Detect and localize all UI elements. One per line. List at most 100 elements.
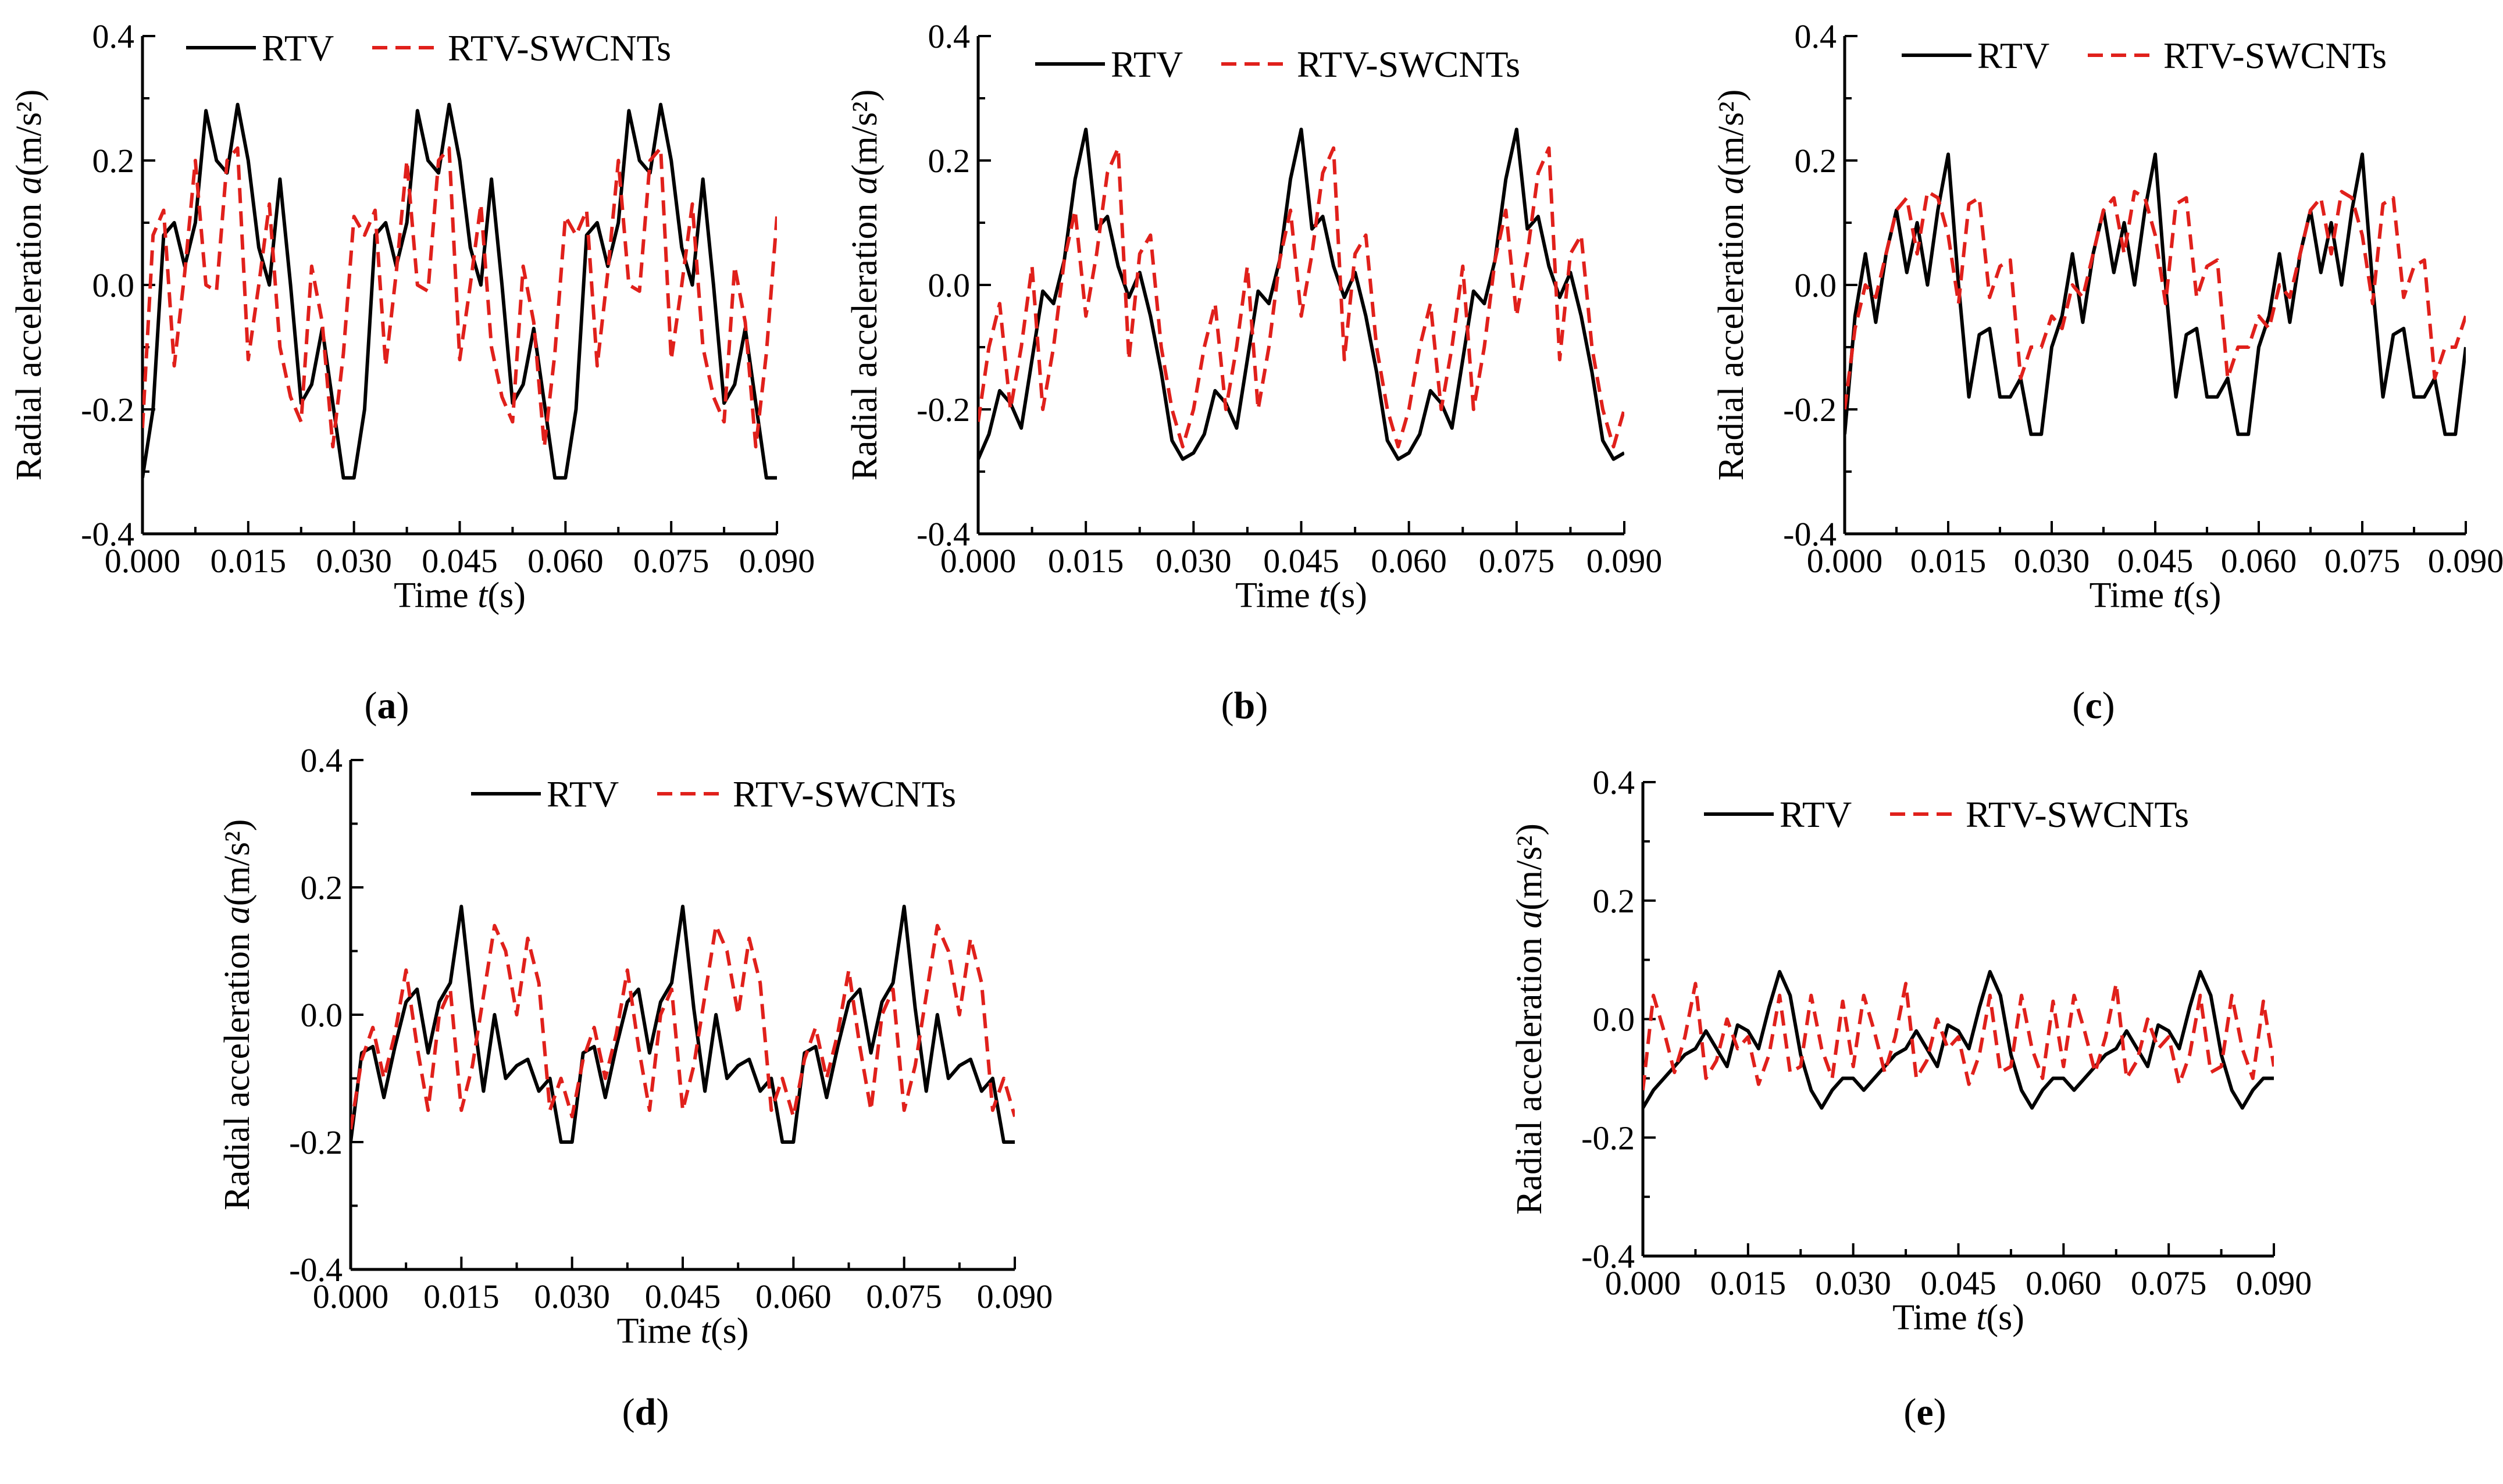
- legend-label-rtv-swcnts: RTV-SWCNTs: [1966, 794, 2189, 835]
- x-tick-label: 0.015: [1910, 542, 1987, 580]
- y-tick-label: 0.2: [301, 869, 343, 907]
- y-tick-label: -0.4: [1783, 515, 1837, 553]
- x-tick-label: 0.075: [633, 542, 709, 580]
- panel-label: (b): [1221, 684, 1268, 727]
- x-tick-label: 0.045: [645, 1278, 721, 1315]
- series-line-rtv-swcnts: [1845, 190, 2466, 410]
- x-tick-label: 0.045: [2117, 542, 2194, 580]
- x-tick-label: 0.060: [527, 542, 604, 580]
- x-tick-label: 0.030: [2014, 542, 2090, 580]
- x-tick-label: 0.015: [211, 542, 287, 580]
- legend-label-rtv: RTV: [1780, 794, 1852, 835]
- y-axis-label: Radial acceleration a(m/s²): [1712, 90, 1751, 481]
- y-tick-label: 0.4: [301, 741, 343, 779]
- series-line-rtv-swcnts: [1643, 982, 2274, 1091]
- x-tick-label: 0.030: [534, 1278, 610, 1315]
- x-tick-label: 0.000: [1605, 1264, 1681, 1302]
- x-tick-label: 0.000: [940, 542, 1017, 580]
- y-tick-label: 0.2: [928, 142, 971, 180]
- chart-panel-a: 0.000 0.015 0.030 0.045 0.060 0.075 0.090 -0.4 -…: [9, 17, 815, 727]
- legend-label-rtv-swcnts: RTV-SWCNTs: [2163, 35, 2387, 76]
- y-tick-label: -0.2: [1783, 391, 1837, 429]
- y-tick-label: -0.4: [289, 1251, 343, 1289]
- x-tick-label: 0.030: [1156, 542, 1232, 580]
- x-tick-label: 0.060: [2026, 1264, 2102, 1302]
- panel-label: (a): [365, 684, 409, 727]
- x-tick-label: 0.030: [1815, 1264, 1891, 1302]
- series-line-rtv: [1845, 152, 2466, 436]
- legend-label-rtv-swcnts: RTV-SWCNTs: [448, 27, 671, 69]
- x-axis-label: Time t(s): [1892, 1298, 2024, 1337]
- x-tick-label: 0.045: [422, 542, 498, 580]
- x-tick-label: 0.000: [1807, 542, 1883, 580]
- legend-label-rtv: RTV: [547, 773, 619, 815]
- y-tick-label: 0.0: [928, 266, 971, 304]
- y-tick-label: -0.2: [1581, 1119, 1635, 1157]
- series-line-rtv-swcnts: [978, 146, 1624, 449]
- series-line-rtv: [142, 102, 777, 480]
- y-tick-label: -0.2: [81, 391, 134, 429]
- y-tick-label: 0.2: [1593, 882, 1635, 920]
- x-tick-label: 0.060: [2221, 542, 2297, 580]
- chart-panel-b: 0.000 0.015 0.030 0.045 0.060 0.075 0.090 -0.4 -…: [845, 17, 1662, 727]
- legend-label-rtv: RTV: [262, 27, 334, 69]
- x-axis-label: Time t(s): [394, 576, 526, 615]
- series-line-rtv-swcnts: [351, 923, 1015, 1130]
- x-axis-label: Time t(s): [2090, 576, 2222, 615]
- y-tick-label: 0.0: [1593, 1001, 1635, 1039]
- panel-label: (d): [622, 1391, 669, 1433]
- x-tick-label: 0.075: [2131, 1264, 2207, 1302]
- chart-panel-d: 0.000 0.015 0.030 0.045 0.060 0.075 0.090 -0.4 -…: [218, 741, 1053, 1433]
- y-tick-label: 0.0: [1795, 266, 1837, 304]
- series-line-rtv: [351, 904, 1015, 1144]
- y-tick-label: 0.4: [1795, 17, 1837, 55]
- x-axis-label: Time t(s): [1235, 576, 1367, 615]
- y-tick-label: -0.2: [917, 391, 970, 429]
- x-tick-label: 0.075: [2324, 542, 2401, 580]
- x-tick-label: 0.075: [866, 1278, 942, 1315]
- y-tick-label: -0.4: [917, 515, 970, 553]
- y-tick-label: 0.2: [92, 142, 135, 180]
- series-line-rtv-swcnts: [142, 146, 777, 449]
- chart-panel-e: 0.000 0.015 0.030 0.045 0.060 0.075 0.090 -0.4 -…: [1510, 764, 2312, 1433]
- x-tick-label: 0.000: [105, 542, 181, 580]
- x-tick-label: 0.015: [423, 1278, 500, 1315]
- legend-label-rtv-swcnts: RTV-SWCNTs: [1297, 44, 1520, 85]
- y-tick-label: 0.4: [92, 17, 135, 55]
- series-line-rtv: [1643, 970, 2274, 1110]
- x-tick-label: 0.015: [1048, 542, 1124, 580]
- y-tick-label: -0.4: [81, 515, 134, 553]
- panel-label: (e): [1903, 1391, 1946, 1433]
- y-tick-label: -0.2: [289, 1123, 343, 1161]
- y-tick-label: 0.4: [928, 17, 971, 55]
- x-tick-label: 0.090: [2236, 1264, 2312, 1302]
- x-tick-label: 0.030: [316, 542, 392, 580]
- legend-label-rtv-swcnts: RTV-SWCNTs: [733, 773, 956, 815]
- y-tick-label: 0.4: [1593, 764, 1635, 801]
- panel-label: (c): [2072, 684, 2115, 727]
- y-axis-label: Radial acceleration a(m/s²): [9, 90, 49, 481]
- y-tick-label: 0.0: [301, 996, 343, 1034]
- x-tick-label: 0.015: [1710, 1264, 1787, 1302]
- y-axis-label: Radial acceleration a(m/s²): [845, 90, 885, 481]
- y-tick-label: -0.4: [1581, 1237, 1635, 1275]
- x-axis-label: Time t(s): [617, 1311, 749, 1351]
- legend-label-rtv: RTV: [1111, 44, 1183, 85]
- x-tick-label: 0.090: [739, 542, 815, 580]
- legend-label-rtv: RTV: [1977, 35, 2049, 76]
- y-tick-label: 0.2: [1795, 142, 1837, 180]
- x-tick-label: 0.075: [1479, 542, 1555, 580]
- series-line-rtv: [978, 127, 1624, 461]
- x-tick-label: 0.045: [1920, 1264, 1996, 1302]
- x-tick-label: 0.000: [313, 1278, 389, 1315]
- x-tick-label: 0.060: [755, 1278, 832, 1315]
- chart-panel-c: 0.000 0.015 0.030 0.045 0.060 0.075 0.090 -0.4 -…: [1712, 17, 2503, 727]
- x-tick-label: 0.045: [1263, 542, 1339, 580]
- y-axis-label: Radial acceleration a(m/s²): [1510, 823, 1549, 1215]
- y-tick-label: 0.0: [92, 266, 135, 304]
- x-tick-label: 0.090: [1586, 542, 1663, 580]
- x-tick-label: 0.090: [977, 1278, 1053, 1315]
- x-tick-label: 0.090: [2428, 542, 2503, 580]
- y-axis-label: Radial acceleration a(m/s²): [218, 819, 257, 1211]
